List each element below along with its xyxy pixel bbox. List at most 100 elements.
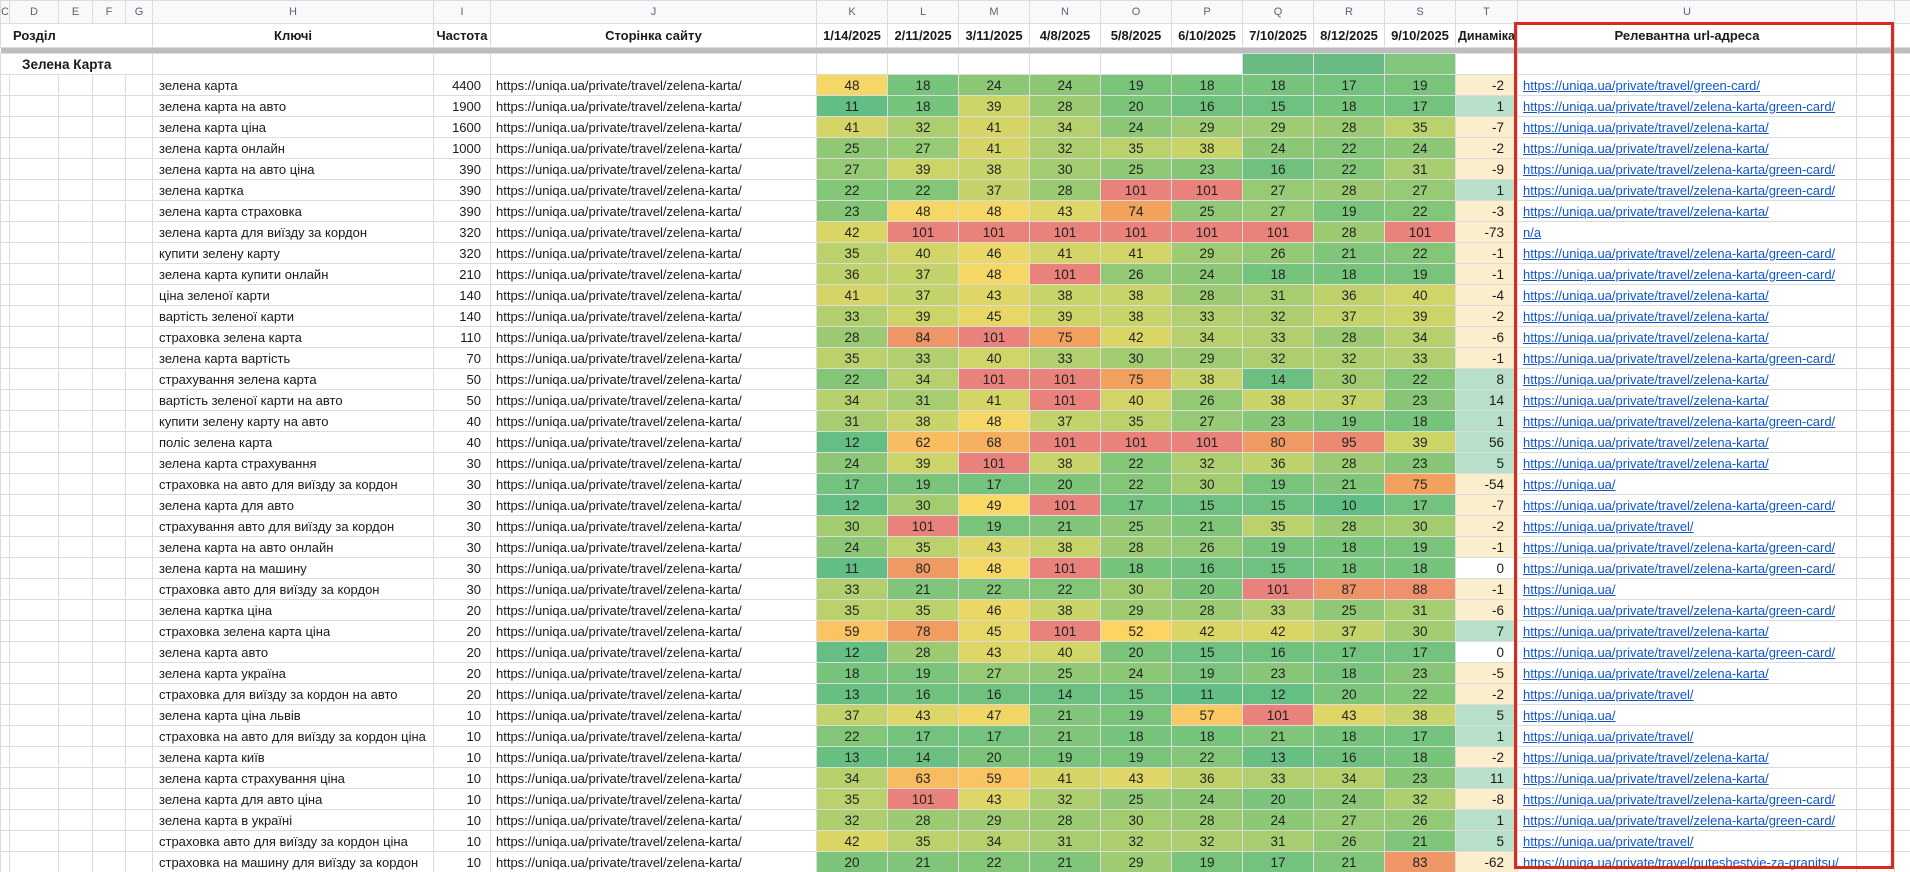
position-cell[interactable]: 34	[1313, 767, 1385, 789]
dynamics-cell[interactable]: -8	[1455, 788, 1518, 810]
dynamics-cell[interactable]: -73	[1455, 221, 1518, 243]
dynamics-cell[interactable]: 1	[1455, 179, 1518, 201]
header-date[interactable]: 6/10/2025	[1171, 23, 1243, 48]
column-letter[interactable]: I	[433, 0, 491, 24]
position-cell[interactable]: 22	[1384, 200, 1456, 222]
position-cell[interactable]: 15	[1171, 641, 1243, 663]
empty-cell[interactable]	[92, 599, 126, 621]
empty-cell[interactable]	[9, 683, 59, 705]
empty-cell[interactable]	[125, 431, 153, 453]
empty-cell[interactable]	[0, 809, 10, 831]
empty-cell[interactable]	[1894, 830, 1910, 852]
empty-cell[interactable]	[92, 158, 126, 180]
column-letter[interactable]: L	[887, 0, 959, 24]
position-cell[interactable]: 25	[1100, 158, 1172, 180]
header-site-page[interactable]: Сторінка сайту	[490, 23, 817, 48]
column-letter[interactable]: K	[816, 0, 888, 24]
position-cell[interactable]: 35	[1100, 410, 1172, 432]
position-cell[interactable]: 37	[1313, 305, 1385, 327]
empty-cell[interactable]	[490, 53, 817, 75]
empty-cell[interactable]	[1856, 137, 1895, 159]
empty-cell[interactable]	[1894, 767, 1910, 789]
empty-cell[interactable]	[1856, 263, 1895, 285]
position-cell[interactable]: 33	[1029, 347, 1101, 369]
empty-cell[interactable]	[1894, 116, 1910, 138]
empty-cell[interactable]	[58, 242, 93, 264]
relevant-url-cell[interactable]: https://uniqa.ua/private/travel/zelena-k…	[1517, 158, 1857, 180]
frequency-cell[interactable]: 10	[433, 830, 491, 852]
keyword-cell[interactable]: страховка авто для виїзду за кордон ціна	[152, 830, 434, 852]
empty-cell[interactable]	[92, 368, 126, 390]
header-date[interactable]: 8/12/2025	[1313, 23, 1385, 48]
site-page-cell[interactable]: https://uniqa.ua/private/travel/zelena-k…	[490, 305, 817, 327]
position-cell[interactable]: 24	[1100, 662, 1172, 684]
dynamics-cell[interactable]: -2	[1455, 746, 1518, 768]
position-cell[interactable]: 35	[1242, 515, 1314, 537]
empty-cell[interactable]	[125, 620, 153, 642]
position-cell[interactable]: 29	[1171, 242, 1243, 264]
site-page-cell[interactable]: https://uniqa.ua/private/travel/zelena-k…	[490, 620, 817, 642]
position-cell[interactable]: 33	[1384, 347, 1456, 369]
position-cell[interactable]: 35	[816, 599, 888, 621]
empty-cell[interactable]	[0, 578, 10, 600]
position-cell[interactable]: 29	[1100, 851, 1172, 872]
position-cell[interactable]: 20	[1029, 473, 1101, 495]
position-cell[interactable]: 25	[1029, 662, 1101, 684]
site-page-cell[interactable]: https://uniqa.ua/private/travel/zelena-k…	[490, 725, 817, 747]
relevant-url-link[interactable]: https://uniqa.ua/private/travel/zelena-k…	[1523, 245, 1836, 261]
empty-cell[interactable]	[1856, 851, 1895, 872]
empty-cell[interactable]	[1894, 725, 1910, 747]
empty-cell[interactable]	[92, 662, 126, 684]
position-cell[interactable]: 34	[887, 368, 959, 390]
empty-cell[interactable]	[92, 263, 126, 285]
empty-cell[interactable]	[9, 578, 59, 600]
header-date[interactable]: 3/11/2025	[958, 23, 1030, 48]
position-cell[interactable]: 38	[1242, 389, 1314, 411]
empty-cell[interactable]	[1894, 431, 1910, 453]
relevant-url-link[interactable]: https://uniqa.ua/	[1523, 707, 1616, 723]
position-cell[interactable]: 18	[1384, 557, 1456, 579]
keyword-cell[interactable]: страховка авто для виїзду за кордон	[152, 578, 434, 600]
empty-cell[interactable]	[58, 599, 93, 621]
empty-cell[interactable]	[9, 242, 59, 264]
empty-cell[interactable]	[0, 263, 10, 285]
empty-cell[interactable]	[9, 620, 59, 642]
position-cell[interactable]: 34	[816, 389, 888, 411]
empty-cell[interactable]	[0, 368, 10, 390]
position-cell[interactable]: 20	[1100, 641, 1172, 663]
empty-cell[interactable]	[1894, 620, 1910, 642]
position-cell[interactable]: 36	[816, 263, 888, 285]
empty-cell[interactable]	[92, 473, 126, 495]
empty-cell[interactable]	[125, 347, 153, 369]
position-cell[interactable]: 42	[1242, 620, 1314, 642]
empty-cell[interactable]	[0, 221, 10, 243]
site-page-cell[interactable]: https://uniqa.ua/private/travel/zelena-k…	[490, 473, 817, 495]
column-letter[interactable]: F	[92, 0, 126, 24]
site-page-cell[interactable]: https://uniqa.ua/private/travel/zelena-k…	[490, 767, 817, 789]
relevant-url-link[interactable]: https://uniqa.ua/private/travel/zelena-k…	[1523, 413, 1836, 429]
dynamics-cell[interactable]: 1	[1455, 725, 1518, 747]
position-cell[interactable]: 17	[958, 725, 1030, 747]
keyword-cell[interactable]: купити зелену карту	[152, 242, 434, 264]
position-cell[interactable]: 34	[1384, 326, 1456, 348]
keyword-cell[interactable]: зелена карта	[152, 74, 434, 96]
position-cell[interactable]: 20	[1242, 788, 1314, 810]
position-cell[interactable]: 35	[1100, 137, 1172, 159]
position-cell[interactable]: 101	[1100, 431, 1172, 453]
position-cell[interactable]: 10	[1313, 494, 1385, 516]
position-cell[interactable]: 43	[958, 284, 1030, 306]
dynamics-cell[interactable]: -3	[1455, 200, 1518, 222]
position-cell[interactable]: 33	[887, 347, 959, 369]
empty-cell[interactable]	[125, 746, 153, 768]
keyword-cell[interactable]: зелена карта київ	[152, 746, 434, 768]
position-cell[interactable]: 17	[1384, 494, 1456, 516]
keyword-cell[interactable]: зелена картка	[152, 179, 434, 201]
empty-header-cell[interactable]	[1894, 23, 1910, 48]
keyword-cell[interactable]: зелена карта ціна	[152, 116, 434, 138]
position-cell[interactable]: 80	[887, 557, 959, 579]
position-cell[interactable]: 17	[887, 725, 959, 747]
dynamics-cell[interactable]: -7	[1455, 494, 1518, 516]
position-cell[interactable]: 15	[1171, 494, 1243, 516]
position-cell[interactable]: 33	[1242, 599, 1314, 621]
frequency-cell[interactable]: 70	[433, 347, 491, 369]
